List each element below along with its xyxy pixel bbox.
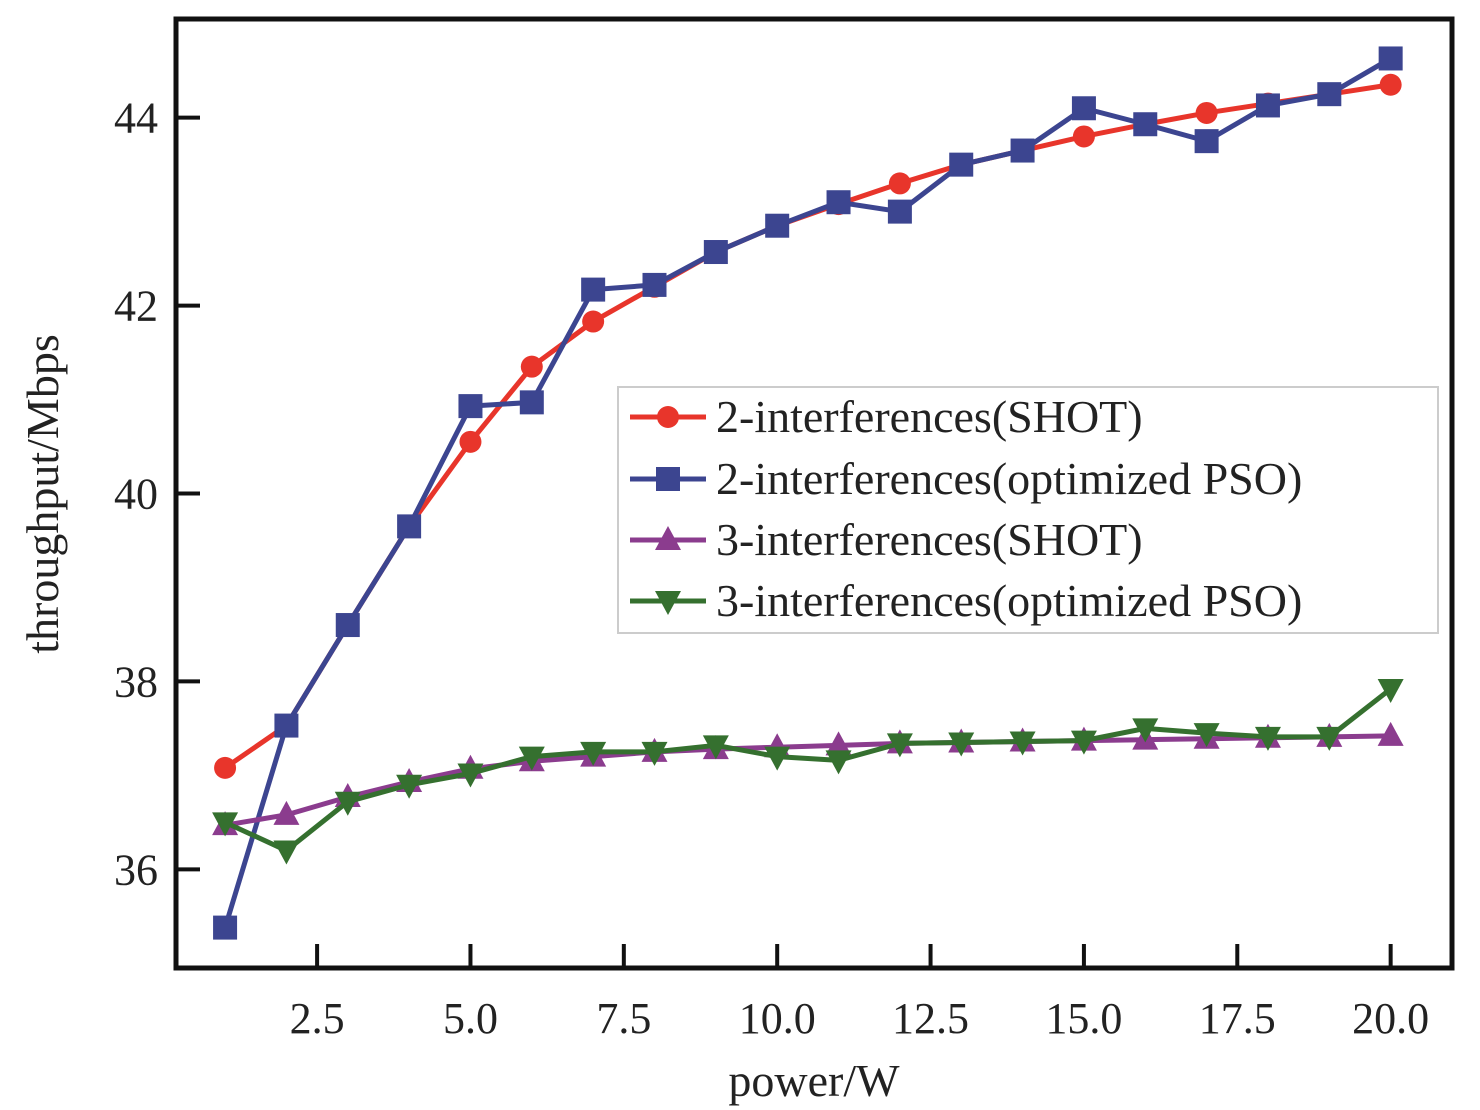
data-point (1132, 718, 1159, 743)
data-point (214, 756, 237, 779)
data-point (765, 213, 790, 238)
x-tick-label: 15.0 (1045, 994, 1122, 1043)
data-point (1070, 730, 1097, 755)
legend-label: 3-interferences(SHOT) (716, 514, 1143, 565)
data-point (274, 713, 299, 738)
data-point (459, 430, 482, 453)
data-point (702, 735, 729, 760)
data-point (1193, 723, 1220, 748)
x-axis-label: power/W (728, 1055, 900, 1106)
y-tick-label: 36 (114, 845, 158, 894)
legend-item: 2-interferences(optimized PSO) (630, 453, 1302, 504)
legend-label: 2-interferences(SHOT) (716, 391, 1143, 442)
data-point (1317, 82, 1342, 107)
legend-marker (655, 591, 681, 615)
data-point (949, 152, 974, 177)
data-point (764, 746, 791, 771)
x-tick-label: 10.0 (739, 994, 816, 1043)
data-point (825, 731, 852, 756)
legend-label: 3-interferences(optimized PSO) (716, 575, 1302, 626)
data-point (1010, 138, 1035, 163)
legend-item: 3-interferences(optimized PSO) (630, 575, 1302, 626)
data-point (1071, 96, 1096, 121)
data-point (458, 394, 483, 419)
series-3 (212, 721, 1404, 836)
data-point (518, 746, 545, 771)
data-point (1195, 101, 1218, 124)
x-tick-label: 5.0 (443, 994, 498, 1043)
series-layer (212, 46, 1404, 940)
legend-frame (617, 386, 1439, 634)
data-point (580, 741, 607, 766)
data-point (396, 774, 423, 799)
y-tick-label: 40 (114, 470, 158, 519)
data-point (273, 800, 300, 825)
data-point (397, 514, 422, 539)
y-tick-label: 42 (114, 282, 158, 331)
data-point (1009, 731, 1036, 756)
y-tick-label: 38 (114, 657, 158, 706)
data-point (582, 310, 605, 333)
legend-label: 2-interferences(optimized PSO) (716, 453, 1302, 504)
data-point (888, 172, 911, 195)
x-tick-label: 2.5 (290, 994, 345, 1043)
data-point (1377, 678, 1404, 703)
data-point (825, 750, 852, 775)
data-point (703, 240, 728, 265)
data-point (457, 763, 484, 788)
y-axis-ticks: 36 38 40 42 44 (114, 94, 200, 894)
data-point (887, 199, 912, 224)
data-point (641, 741, 668, 766)
legend-marker (657, 406, 679, 428)
data-point (334, 791, 361, 816)
y-tick-label: 44 (114, 94, 158, 143)
data-point (1255, 93, 1280, 118)
data-point (886, 733, 913, 758)
data-point (212, 812, 239, 837)
data-point (948, 732, 975, 757)
legend: 2-interferences(SHOT) 2-interferences(opt… (617, 386, 1439, 634)
data-point (1379, 73, 1402, 96)
y-axis-label: throughput/Mbps (17, 334, 68, 653)
data-point (335, 613, 360, 638)
legend-item: 2-interferences(SHOT) (630, 391, 1143, 442)
data-point (581, 277, 606, 302)
series-line (224, 686, 1393, 854)
legend-item: 3-interferences(SHOT) (630, 514, 1143, 565)
x-tick-label: 7.5 (596, 994, 651, 1043)
series-2 (213, 46, 1403, 940)
data-point (1254, 726, 1281, 751)
series-4 (212, 678, 1404, 865)
x-axis-ticks: 2.5 5.0 7.5 10.0 12.5 15.0 17.5 20.0 (290, 944, 1429, 1043)
legend-marker (655, 526, 681, 550)
data-point (1377, 721, 1404, 746)
data-point (213, 915, 238, 940)
x-tick-label: 12.5 (892, 994, 969, 1043)
data-point (1378, 46, 1403, 71)
data-point (1194, 129, 1219, 154)
legend-marker (656, 467, 680, 491)
data-point (642, 272, 667, 297)
axes: 2.5 5.0 7.5 10.0 12.5 15.0 17.5 20.0 36 38 40 42 44 (114, 16, 1455, 1043)
data-point (826, 190, 851, 215)
data-point (1316, 726, 1343, 751)
data-point (519, 390, 544, 415)
data-point (1133, 112, 1158, 137)
data-point (520, 355, 543, 378)
data-point (273, 840, 300, 865)
data-point (1072, 125, 1095, 148)
x-tick-label: 17.5 (1199, 994, 1276, 1043)
x-tick-label: 20.0 (1352, 994, 1429, 1043)
